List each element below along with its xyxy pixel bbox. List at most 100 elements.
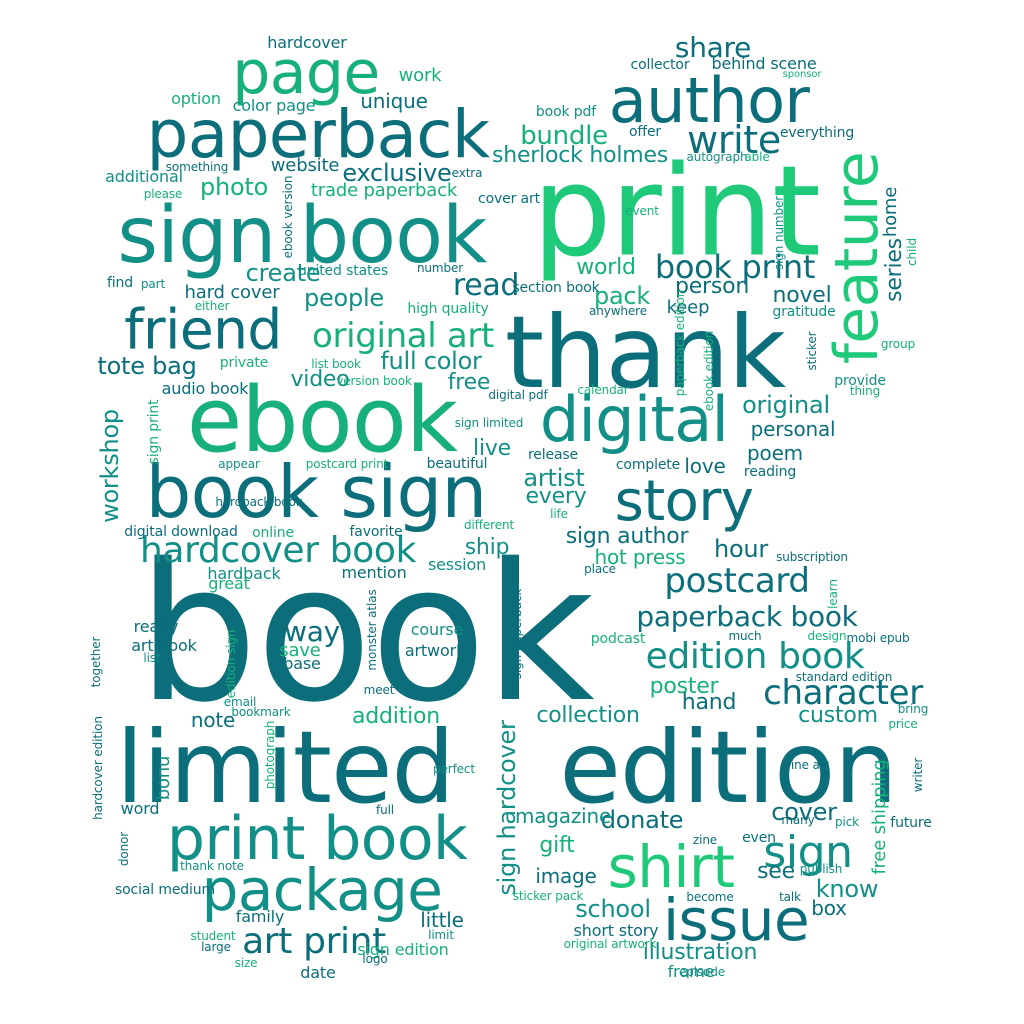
word-much: much (728, 629, 762, 643)
word-mobi-epub: mobi epub (846, 631, 910, 645)
word-different: different (463, 518, 515, 532)
word-favorite: favorite (349, 524, 403, 540)
word-please: please (143, 187, 183, 201)
word-limit: limit (428, 928, 454, 942)
word-sign-book: sign book (117, 191, 487, 281)
word-shirt: shirt (607, 833, 735, 901)
word-podcast: podcast (590, 631, 646, 647)
word-tote-bag: tote bag (97, 352, 197, 380)
word-poster: poster (649, 674, 719, 699)
word-collection: collection (536, 703, 640, 728)
word-place: place (584, 562, 616, 576)
word-student: student (190, 929, 236, 943)
word-private: private (219, 355, 269, 371)
word-session: session (427, 555, 487, 574)
word-anywhere: anywhere (589, 304, 647, 318)
word-note: note (190, 708, 236, 732)
word-course: course (410, 620, 464, 639)
word-pick: pick (834, 815, 860, 829)
word-full: full (375, 803, 395, 817)
word-cover-art: cover art (478, 191, 540, 207)
word-addition: addition (352, 704, 440, 729)
word-sign: sign (763, 827, 853, 878)
word-social-medium: social medium (114, 882, 216, 898)
word-sticker: sticker (805, 331, 819, 371)
word-behind-scene: behind scene (711, 54, 817, 73)
word-workshop: workshop (96, 409, 124, 523)
word-autograph: autograph (686, 150, 748, 164)
word-sign-edition: sign edition (357, 940, 449, 959)
word-email: email (223, 695, 257, 709)
word-author: author (608, 64, 810, 137)
word-beautiful: beautiful (426, 456, 488, 472)
word-poem: poem (747, 441, 803, 465)
word-future: future (890, 815, 932, 831)
word-donate: donate (600, 806, 684, 834)
word-unique: unique (360, 89, 428, 113)
word-group: group (880, 337, 916, 351)
word-sponsor: sponsor (782, 69, 822, 80)
word-website: website (270, 155, 340, 176)
word-hardback-book: hardback book (215, 495, 303, 509)
word-original-artwork: original artwork (563, 937, 657, 951)
word-date: date (300, 963, 336, 982)
word-know: know (815, 875, 879, 903)
word-digital-pdf: digital pdf (488, 388, 548, 402)
word-logo: logo (362, 952, 388, 966)
word-monster-atlas: monster atlas (365, 589, 379, 671)
word-home: home (880, 186, 901, 238)
word-book-pdf: book pdf (535, 104, 597, 120)
word-collector: collector (630, 57, 690, 73)
word-work: work (398, 65, 442, 86)
word-digital-download: digital download (124, 524, 238, 540)
word-sticker-pack: sticker pack (512, 889, 584, 903)
word-see: see (757, 859, 795, 884)
word-child: child (905, 238, 919, 266)
word-find: find (106, 275, 134, 291)
word-appear: appear (218, 457, 260, 471)
word-photograph: photograph (263, 720, 277, 790)
word-many: many (781, 813, 815, 827)
word-personal: personal (750, 417, 836, 441)
word-united-states: united states (297, 263, 389, 279)
word-sherlock-holmes: sherlock holmes (491, 143, 669, 168)
word-learn: learn (826, 579, 840, 609)
word-original: original (742, 391, 830, 419)
word-illustration: illustration (642, 940, 758, 965)
word-video: video (290, 367, 350, 392)
word-thing: thing (849, 384, 881, 398)
word-life: life (550, 507, 568, 521)
word-hand: hand (681, 690, 737, 715)
word-bundle: bundle (520, 121, 608, 151)
word-photo: photo (199, 173, 269, 201)
word-complete: complete (615, 457, 681, 473)
word-hardcover: hardcover (267, 33, 347, 52)
word-perfect: perfect (432, 762, 476, 776)
word-paperback-edition: paperback edition (673, 289, 687, 397)
word-live: live (473, 436, 511, 461)
word-book-sign: book sign (145, 450, 487, 534)
word-sign-hardcover: sign hardcover (493, 720, 521, 896)
word-artwork: artwork (404, 641, 466, 660)
word-reading: reading (743, 464, 797, 480)
word-edition-sign: edition sign (224, 629, 238, 699)
word-something: something (165, 160, 229, 174)
word-book: book (137, 523, 594, 744)
word-base: base (283, 654, 321, 673)
word-hot-press: hot press (594, 545, 686, 569)
word-great: great (208, 574, 250, 593)
word-episode: episode (678, 965, 726, 979)
word-become: become (686, 890, 734, 904)
word-gratitude: gratitude (772, 304, 836, 320)
word-list: list (143, 651, 161, 665)
word-sign-author: sign author (565, 524, 689, 549)
word-either: either (194, 299, 230, 313)
word-digital: digital (539, 383, 729, 456)
word-size: size (234, 956, 258, 970)
word-talk: talk (779, 890, 801, 904)
word-online: online (252, 525, 294, 541)
word-story: story (614, 469, 754, 534)
word-ebook: ebook (186, 368, 458, 473)
word-part: part (140, 277, 166, 291)
